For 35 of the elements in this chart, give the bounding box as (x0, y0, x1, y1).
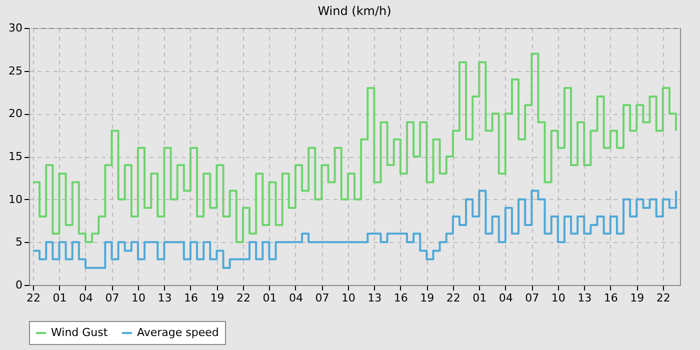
y-tick-label: 0 (16, 278, 22, 292)
x-tick-label: 07 (315, 292, 330, 304)
x-tick-label: 01 (262, 292, 277, 304)
x-tick-label: 07 (105, 292, 120, 304)
y-tick-label: 10 (8, 192, 22, 206)
x-tick-label: 07 (525, 292, 540, 304)
x-tick-label: 19 (210, 292, 224, 304)
x-tick-label: 04 (288, 292, 303, 304)
y-tick-label: 15 (8, 150, 22, 163)
x-tick-label: 04 (78, 292, 93, 304)
y-tick-label: 25 (8, 64, 22, 78)
x-tick-label: 10 (341, 292, 356, 304)
x-tick-label: 19 (420, 292, 434, 304)
y-tick-label: 30 (8, 22, 22, 34)
x-tick-label: 01 (52, 292, 67, 304)
x-tick-label: 16 (604, 292, 618, 304)
x-tick-label: 13 (368, 292, 382, 304)
x-tick-label: 16 (394, 292, 408, 304)
x-tick-label: 16 (184, 292, 198, 304)
x-tick-label: 22 (446, 292, 460, 304)
x-tick-label: 13 (158, 292, 172, 304)
y-tick-label: 20 (8, 107, 22, 120)
y-tick-label: 5 (16, 236, 22, 249)
x-tick-label: 22 (236, 292, 250, 304)
x-tick-label: 13 (578, 292, 592, 304)
x-tick-label: 22 (26, 292, 40, 304)
x-tick-label: 10 (131, 292, 146, 304)
legend-label: Wind Gust (51, 326, 108, 339)
x-tick-label: 01 (472, 292, 487, 304)
chart-title: Wind (km/h) (318, 4, 392, 18)
x-tick-label: 22 (656, 292, 670, 304)
x-tick-label: 04 (498, 292, 513, 304)
x-tick-label: 10 (551, 292, 566, 304)
x-tick-label: 19 (630, 292, 644, 304)
legend-label: Average speed (137, 326, 219, 339)
